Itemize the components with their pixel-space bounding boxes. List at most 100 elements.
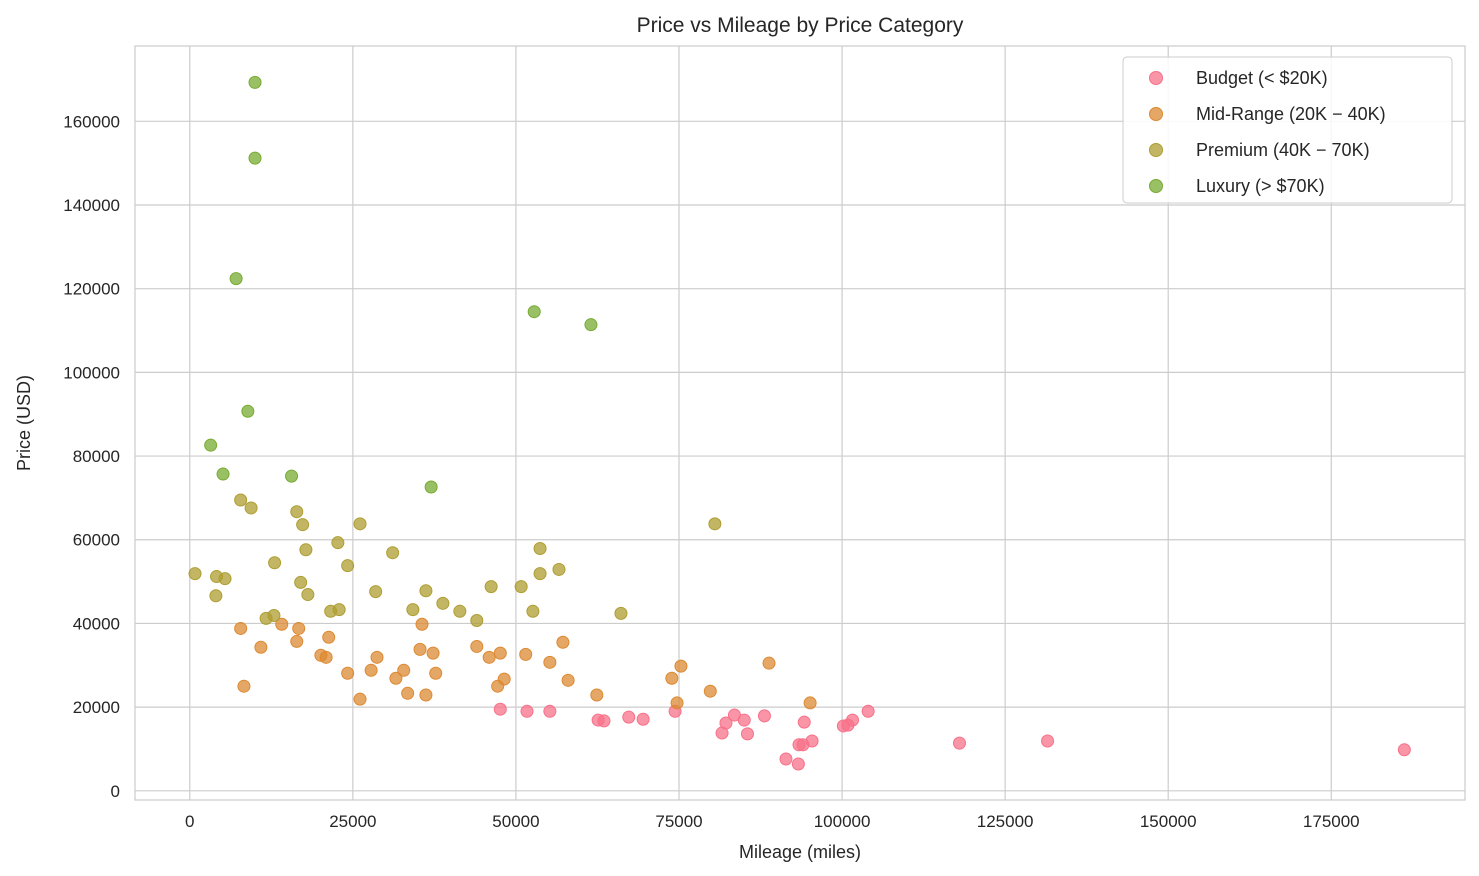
data-point-mid-range bbox=[353, 692, 367, 706]
data-point-mid-range bbox=[397, 663, 411, 677]
data-point-budget bbox=[846, 713, 860, 727]
data-point-mid-range bbox=[493, 646, 507, 660]
data-point-premium bbox=[470, 613, 484, 627]
data-point-mid-range bbox=[415, 617, 429, 631]
data-point-premium bbox=[244, 501, 258, 515]
data-point-mid-range bbox=[364, 663, 378, 677]
data-point-mid-range bbox=[389, 671, 403, 685]
data-point-mid-range bbox=[419, 688, 433, 702]
x-tick-label: 50000 bbox=[492, 812, 539, 831]
data-point-mid-range bbox=[497, 672, 511, 686]
data-point-premium bbox=[386, 546, 400, 560]
data-point-luxury bbox=[424, 480, 438, 494]
data-point-premium bbox=[332, 603, 346, 617]
data-point-luxury bbox=[248, 151, 262, 165]
data-point-budget bbox=[791, 757, 805, 771]
y-tick-label: 60000 bbox=[73, 531, 120, 550]
data-points bbox=[188, 75, 1411, 771]
data-point-premium bbox=[708, 517, 722, 531]
data-point-budget bbox=[1397, 743, 1411, 757]
data-point-luxury bbox=[285, 469, 299, 483]
data-point-premium bbox=[209, 589, 223, 603]
x-axis-label: Mileage (miles) bbox=[739, 842, 861, 862]
legend-label: Luxury (> $70K) bbox=[1196, 176, 1325, 196]
data-point-budget bbox=[719, 716, 733, 730]
data-point-budget bbox=[797, 715, 811, 729]
data-point-luxury bbox=[204, 438, 218, 452]
data-point-mid-range bbox=[370, 650, 384, 664]
data-point-budget bbox=[805, 734, 819, 748]
data-point-mid-range bbox=[519, 647, 533, 661]
data-point-mid-range bbox=[703, 684, 717, 698]
y-axis-label: Price (USD) bbox=[14, 375, 34, 471]
legend-frame bbox=[1122, 56, 1453, 204]
data-point-mid-range bbox=[762, 656, 776, 670]
data-point-mid-range bbox=[413, 642, 427, 656]
y-tick-label: 80000 bbox=[73, 447, 120, 466]
data-point-premium bbox=[301, 588, 315, 602]
data-point-premium bbox=[369, 585, 383, 599]
data-point-mid-range bbox=[237, 679, 251, 693]
legend-marker bbox=[1149, 107, 1163, 121]
data-point-premium bbox=[552, 562, 566, 576]
x-tick-label: 175000 bbox=[1303, 812, 1360, 831]
data-point-premium bbox=[290, 505, 304, 519]
legend-marker bbox=[1149, 71, 1163, 85]
data-point-budget bbox=[861, 704, 875, 718]
x-tick-label: 0 bbox=[185, 812, 194, 831]
data-point-premium bbox=[614, 606, 628, 620]
data-point-luxury bbox=[248, 75, 262, 89]
data-point-premium bbox=[436, 596, 450, 610]
data-point-mid-range bbox=[401, 686, 415, 700]
data-point-mid-range bbox=[292, 621, 306, 635]
data-point-premium bbox=[331, 536, 345, 550]
data-point-premium bbox=[294, 575, 308, 589]
data-point-mid-range bbox=[670, 696, 684, 710]
x-tick-label: 125000 bbox=[977, 812, 1034, 831]
legend-marker bbox=[1149, 143, 1163, 157]
data-point-mid-range bbox=[341, 666, 355, 680]
data-point-mid-range bbox=[590, 688, 604, 702]
data-point-mid-range bbox=[665, 671, 679, 685]
legend-label: Premium (40K − 70K) bbox=[1196, 140, 1370, 160]
data-point-mid-range bbox=[674, 659, 688, 673]
data-point-budget bbox=[779, 752, 793, 766]
data-point-premium bbox=[353, 517, 367, 531]
y-tick-label: 160000 bbox=[63, 112, 120, 131]
data-point-premium bbox=[296, 518, 310, 532]
data-point-budget bbox=[737, 713, 751, 727]
data-point-premium bbox=[234, 493, 248, 507]
data-point-luxury bbox=[584, 318, 598, 332]
data-point-mid-range bbox=[290, 634, 304, 648]
data-point-premium bbox=[299, 543, 313, 557]
data-point-luxury bbox=[241, 404, 255, 418]
legend-label: Mid-Range (20K − 40K) bbox=[1196, 104, 1386, 124]
data-point-budget bbox=[636, 712, 650, 726]
y-tick-label: 120000 bbox=[63, 280, 120, 299]
data-point-premium bbox=[533, 567, 547, 581]
data-point-mid-range bbox=[254, 640, 268, 654]
grid bbox=[135, 46, 1465, 800]
y-tick-label: 40000 bbox=[73, 614, 120, 633]
data-point-premium bbox=[218, 572, 232, 586]
data-point-budget bbox=[597, 714, 611, 728]
data-point-premium bbox=[514, 580, 528, 594]
data-point-mid-range bbox=[803, 696, 817, 710]
chart-title: Price vs Mileage by Price Category bbox=[637, 14, 964, 37]
x-tick-label: 100000 bbox=[814, 812, 871, 831]
y-tick-label: 0 bbox=[111, 782, 120, 801]
data-point-luxury bbox=[216, 467, 230, 481]
data-point-mid-range bbox=[234, 621, 248, 635]
y-tick-label: 20000 bbox=[73, 698, 120, 717]
data-point-premium bbox=[484, 580, 498, 594]
data-point-premium bbox=[267, 608, 281, 622]
data-point-premium bbox=[406, 603, 420, 617]
data-point-mid-range bbox=[426, 646, 440, 660]
data-point-premium bbox=[341, 559, 355, 573]
data-point-mid-range bbox=[556, 635, 570, 649]
data-point-budget bbox=[1041, 734, 1055, 748]
data-point-mid-range bbox=[429, 666, 443, 680]
data-point-budget bbox=[520, 704, 534, 718]
data-point-budget bbox=[493, 702, 507, 716]
